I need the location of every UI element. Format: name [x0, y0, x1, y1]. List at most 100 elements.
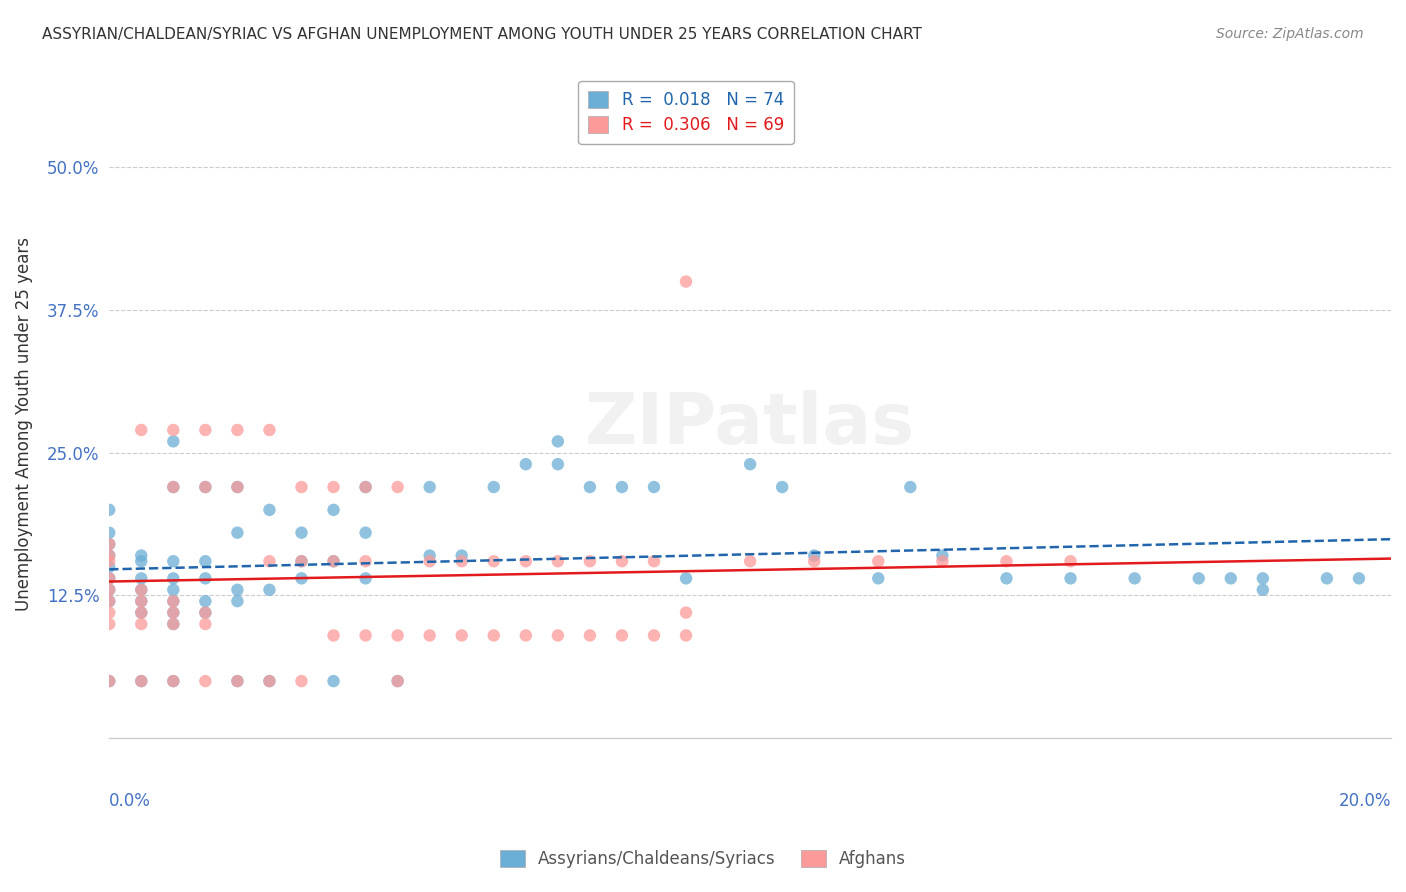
Point — [547, 628, 569, 642]
Point — [1123, 571, 1146, 585]
Point — [354, 554, 377, 568]
Point — [129, 674, 152, 689]
Point — [675, 275, 697, 289]
Point — [515, 554, 537, 568]
Point — [322, 628, 344, 642]
Point — [226, 525, 249, 540]
Point — [610, 554, 633, 568]
Point — [1059, 571, 1081, 585]
Point — [226, 594, 249, 608]
Point — [98, 571, 121, 585]
Point — [162, 434, 184, 449]
Point — [675, 628, 697, 642]
Text: Source: ZipAtlas.com: Source: ZipAtlas.com — [1216, 27, 1364, 41]
Point — [98, 594, 121, 608]
Point — [226, 674, 249, 689]
Legend: R =  0.018   N = 74, R =  0.306   N = 69: R = 0.018 N = 74, R = 0.306 N = 69 — [578, 81, 794, 144]
Point — [322, 674, 344, 689]
Point — [1251, 582, 1274, 597]
Point — [259, 674, 281, 689]
Point — [259, 554, 281, 568]
Point — [290, 554, 312, 568]
Point — [354, 525, 377, 540]
Point — [98, 537, 121, 551]
Point — [354, 480, 377, 494]
Point — [1219, 571, 1241, 585]
Point — [387, 674, 409, 689]
Point — [579, 480, 602, 494]
Point — [259, 674, 281, 689]
Point — [129, 674, 152, 689]
Point — [419, 549, 441, 563]
Point — [387, 480, 409, 494]
Point — [450, 549, 472, 563]
Point — [547, 457, 569, 471]
Point — [482, 628, 505, 642]
Point — [194, 594, 217, 608]
Point — [98, 674, 121, 689]
Point — [98, 549, 121, 563]
Point — [259, 582, 281, 597]
Point — [162, 582, 184, 597]
Point — [129, 594, 152, 608]
Point — [194, 423, 217, 437]
Point — [98, 582, 121, 597]
Point — [162, 554, 184, 568]
Point — [226, 480, 249, 494]
Point — [322, 503, 344, 517]
Text: ASSYRIAN/CHALDEAN/SYRIAC VS AFGHAN UNEMPLOYMENT AMONG YOUTH UNDER 25 YEARS CORRE: ASSYRIAN/CHALDEAN/SYRIAC VS AFGHAN UNEMP… — [42, 27, 922, 42]
Point — [194, 480, 217, 494]
Point — [290, 525, 312, 540]
Point — [515, 628, 537, 642]
Point — [162, 571, 184, 585]
Point — [547, 434, 569, 449]
Point — [162, 594, 184, 608]
Point — [610, 480, 633, 494]
Point — [450, 554, 472, 568]
Point — [290, 674, 312, 689]
Point — [1316, 571, 1339, 585]
Point — [194, 480, 217, 494]
Point — [354, 628, 377, 642]
Point — [98, 554, 121, 568]
Point — [194, 571, 217, 585]
Point — [322, 554, 344, 568]
Point — [643, 480, 665, 494]
Point — [129, 554, 152, 568]
Point — [226, 480, 249, 494]
Point — [98, 594, 121, 608]
Point — [162, 423, 184, 437]
Text: 20.0%: 20.0% — [1339, 791, 1391, 810]
Point — [129, 571, 152, 585]
Point — [98, 503, 121, 517]
Point — [419, 554, 441, 568]
Point — [98, 571, 121, 585]
Point — [259, 503, 281, 517]
Point — [1188, 571, 1211, 585]
Point — [98, 525, 121, 540]
Point — [740, 457, 762, 471]
Point — [995, 571, 1018, 585]
Point — [387, 628, 409, 642]
Point — [450, 628, 472, 642]
Point — [1348, 571, 1371, 585]
Point — [579, 554, 602, 568]
Point — [354, 480, 377, 494]
Point — [129, 582, 152, 597]
Point — [98, 537, 121, 551]
Point — [226, 423, 249, 437]
Point — [194, 617, 217, 632]
Point — [129, 582, 152, 597]
Text: 0.0%: 0.0% — [110, 791, 150, 810]
Point — [675, 571, 697, 585]
Point — [740, 554, 762, 568]
Legend: Assyrians/Chaldeans/Syriacs, Afghans: Assyrians/Chaldeans/Syriacs, Afghans — [494, 843, 912, 875]
Point — [643, 554, 665, 568]
Point — [162, 480, 184, 494]
Point — [129, 617, 152, 632]
Point — [98, 674, 121, 689]
Point — [931, 549, 953, 563]
Point — [162, 617, 184, 632]
Point — [1059, 554, 1081, 568]
Point — [482, 480, 505, 494]
